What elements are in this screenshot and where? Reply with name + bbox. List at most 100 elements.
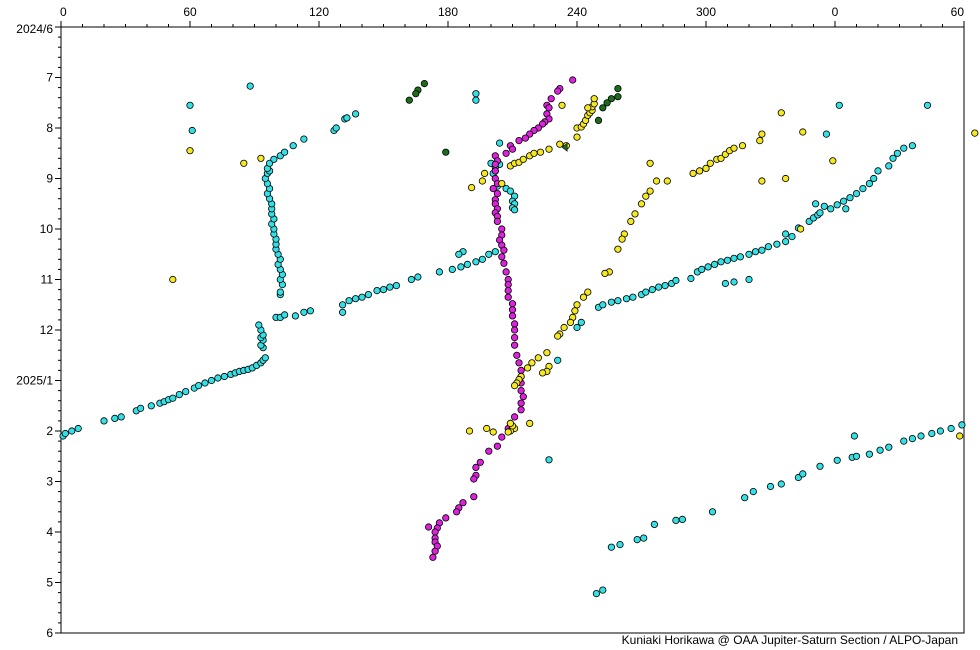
data-point-yellow: [584, 104, 592, 112]
data-point-cyan: [661, 281, 669, 290]
data-point-cyan: [332, 124, 340, 132]
data-point-magenta: [515, 137, 523, 145]
data-point-magenta: [472, 463, 480, 471]
y-tick-label: 10: [40, 222, 54, 236]
data-point-cyan: [721, 279, 730, 288]
data-point-yellow: [483, 424, 491, 433]
data-point-cyan: [622, 295, 631, 303]
data-point-magenta: [498, 225, 506, 233]
data-point-magenta: [519, 393, 527, 401]
data-point-cyan: [61, 429, 69, 438]
data-point-magenta: [491, 160, 499, 168]
data-point-cyan: [842, 205, 850, 213]
data-point-cyan: [392, 281, 400, 290]
data-point-magenta: [508, 145, 517, 153]
data-point-cyan: [577, 318, 585, 326]
data-point-yellow: [506, 419, 514, 427]
data-point-yellow: [637, 200, 646, 208]
data-point-yellow: [695, 167, 704, 175]
data-point-magenta: [526, 130, 534, 138]
data-point-cyan: [414, 273, 422, 281]
data-point-yellow: [534, 354, 542, 362]
data-point-yellow: [796, 225, 805, 233]
data-point-cyan: [723, 256, 732, 264]
data-point-yellow: [971, 129, 979, 137]
data-point-cyan: [820, 202, 828, 210]
y-tick-label: 6: [46, 626, 53, 640]
data-point-cyan: [246, 82, 254, 90]
data-point-cyan: [749, 487, 757, 496]
data-point-yellow: [956, 432, 964, 440]
data-point-magenta: [504, 293, 512, 301]
data-point-cyan: [455, 250, 463, 258]
y-tick-label: 8: [46, 121, 53, 135]
data-point-magenta: [510, 333, 519, 342]
data-point-yellow: [560, 323, 568, 332]
data-point-yellow: [584, 288, 592, 296]
data-point-yellow: [519, 155, 527, 163]
data-point-magenta: [459, 499, 467, 507]
data-point-yellow: [689, 169, 697, 177]
data-point-cyan: [900, 144, 908, 152]
data-point-yellow: [590, 95, 598, 103]
data-point-cyan: [186, 101, 194, 109]
data-point-magenta: [489, 185, 497, 193]
data-point-cyan: [147, 402, 155, 410]
data-point-cyan: [472, 96, 480, 104]
data-point-cyan: [947, 424, 955, 433]
data-point-magenta: [493, 442, 501, 450]
data-point-yellow: [799, 128, 807, 136]
data-point-magenta: [517, 406, 525, 414]
data-point-yellow: [543, 349, 551, 357]
data-point-magenta: [424, 523, 433, 531]
data-point-magenta: [554, 87, 562, 95]
data-point-cyan: [811, 200, 820, 208]
data-point-cyan: [655, 283, 663, 291]
y-tick-label: 3: [46, 475, 53, 489]
data-point-magenta: [502, 268, 510, 276]
data-point-magenta: [513, 351, 521, 359]
data-point-cyan: [506, 187, 514, 195]
x-tick-label: 240: [567, 5, 587, 19]
data-point-cyan: [672, 276, 680, 285]
data-point-magenta: [493, 217, 501, 225]
data-point-cyan: [379, 285, 388, 294]
data-point-cyan: [291, 312, 299, 320]
data-point-yellow: [601, 269, 609, 277]
data-point-cyan: [255, 321, 263, 329]
x-tick-label: 0: [832, 5, 839, 19]
data-point-yellow: [777, 109, 785, 117]
data-point-cyan: [338, 308, 347, 316]
data-point-cyan: [270, 155, 278, 163]
data-point-yellow: [758, 177, 766, 185]
data-point-cyan: [730, 278, 738, 286]
credit-text: Kuniaki Horikawa @ OAA Jupiter-Saturn Se…: [621, 633, 958, 647]
data-point-magenta: [470, 493, 478, 501]
data-point-cyan: [137, 404, 145, 412]
data-point-yellow: [717, 154, 725, 162]
data-point-cyan: [495, 139, 504, 147]
data-point-green: [420, 80, 428, 88]
data-point-magenta: [521, 134, 530, 142]
data-point-cyan: [182, 387, 190, 396]
data-point-magenta: [510, 341, 519, 349]
data-point-cyan: [893, 149, 902, 157]
data-point-cyan: [265, 159, 274, 167]
x-tick-label: 60: [183, 5, 197, 19]
data-point-magenta: [431, 547, 439, 555]
data-point-yellow: [573, 133, 581, 141]
data-point-green: [607, 95, 616, 103]
data-point-magenta: [545, 104, 553, 112]
y-tick-label: 2024/6: [16, 22, 53, 36]
data-point-cyan: [100, 417, 108, 425]
data-point-cyan: [289, 142, 297, 150]
data-point-cyan: [280, 148, 289, 156]
data-point-cyan: [850, 432, 859, 440]
data-point-cyan: [169, 394, 177, 402]
data-point-yellow: [706, 159, 714, 167]
y-tick-label: 4: [46, 525, 53, 539]
data-point-cyan: [852, 190, 861, 198]
data-point-yellow: [646, 187, 654, 195]
y-tick-label: 9: [46, 172, 53, 186]
data-point-cyan: [781, 238, 790, 246]
